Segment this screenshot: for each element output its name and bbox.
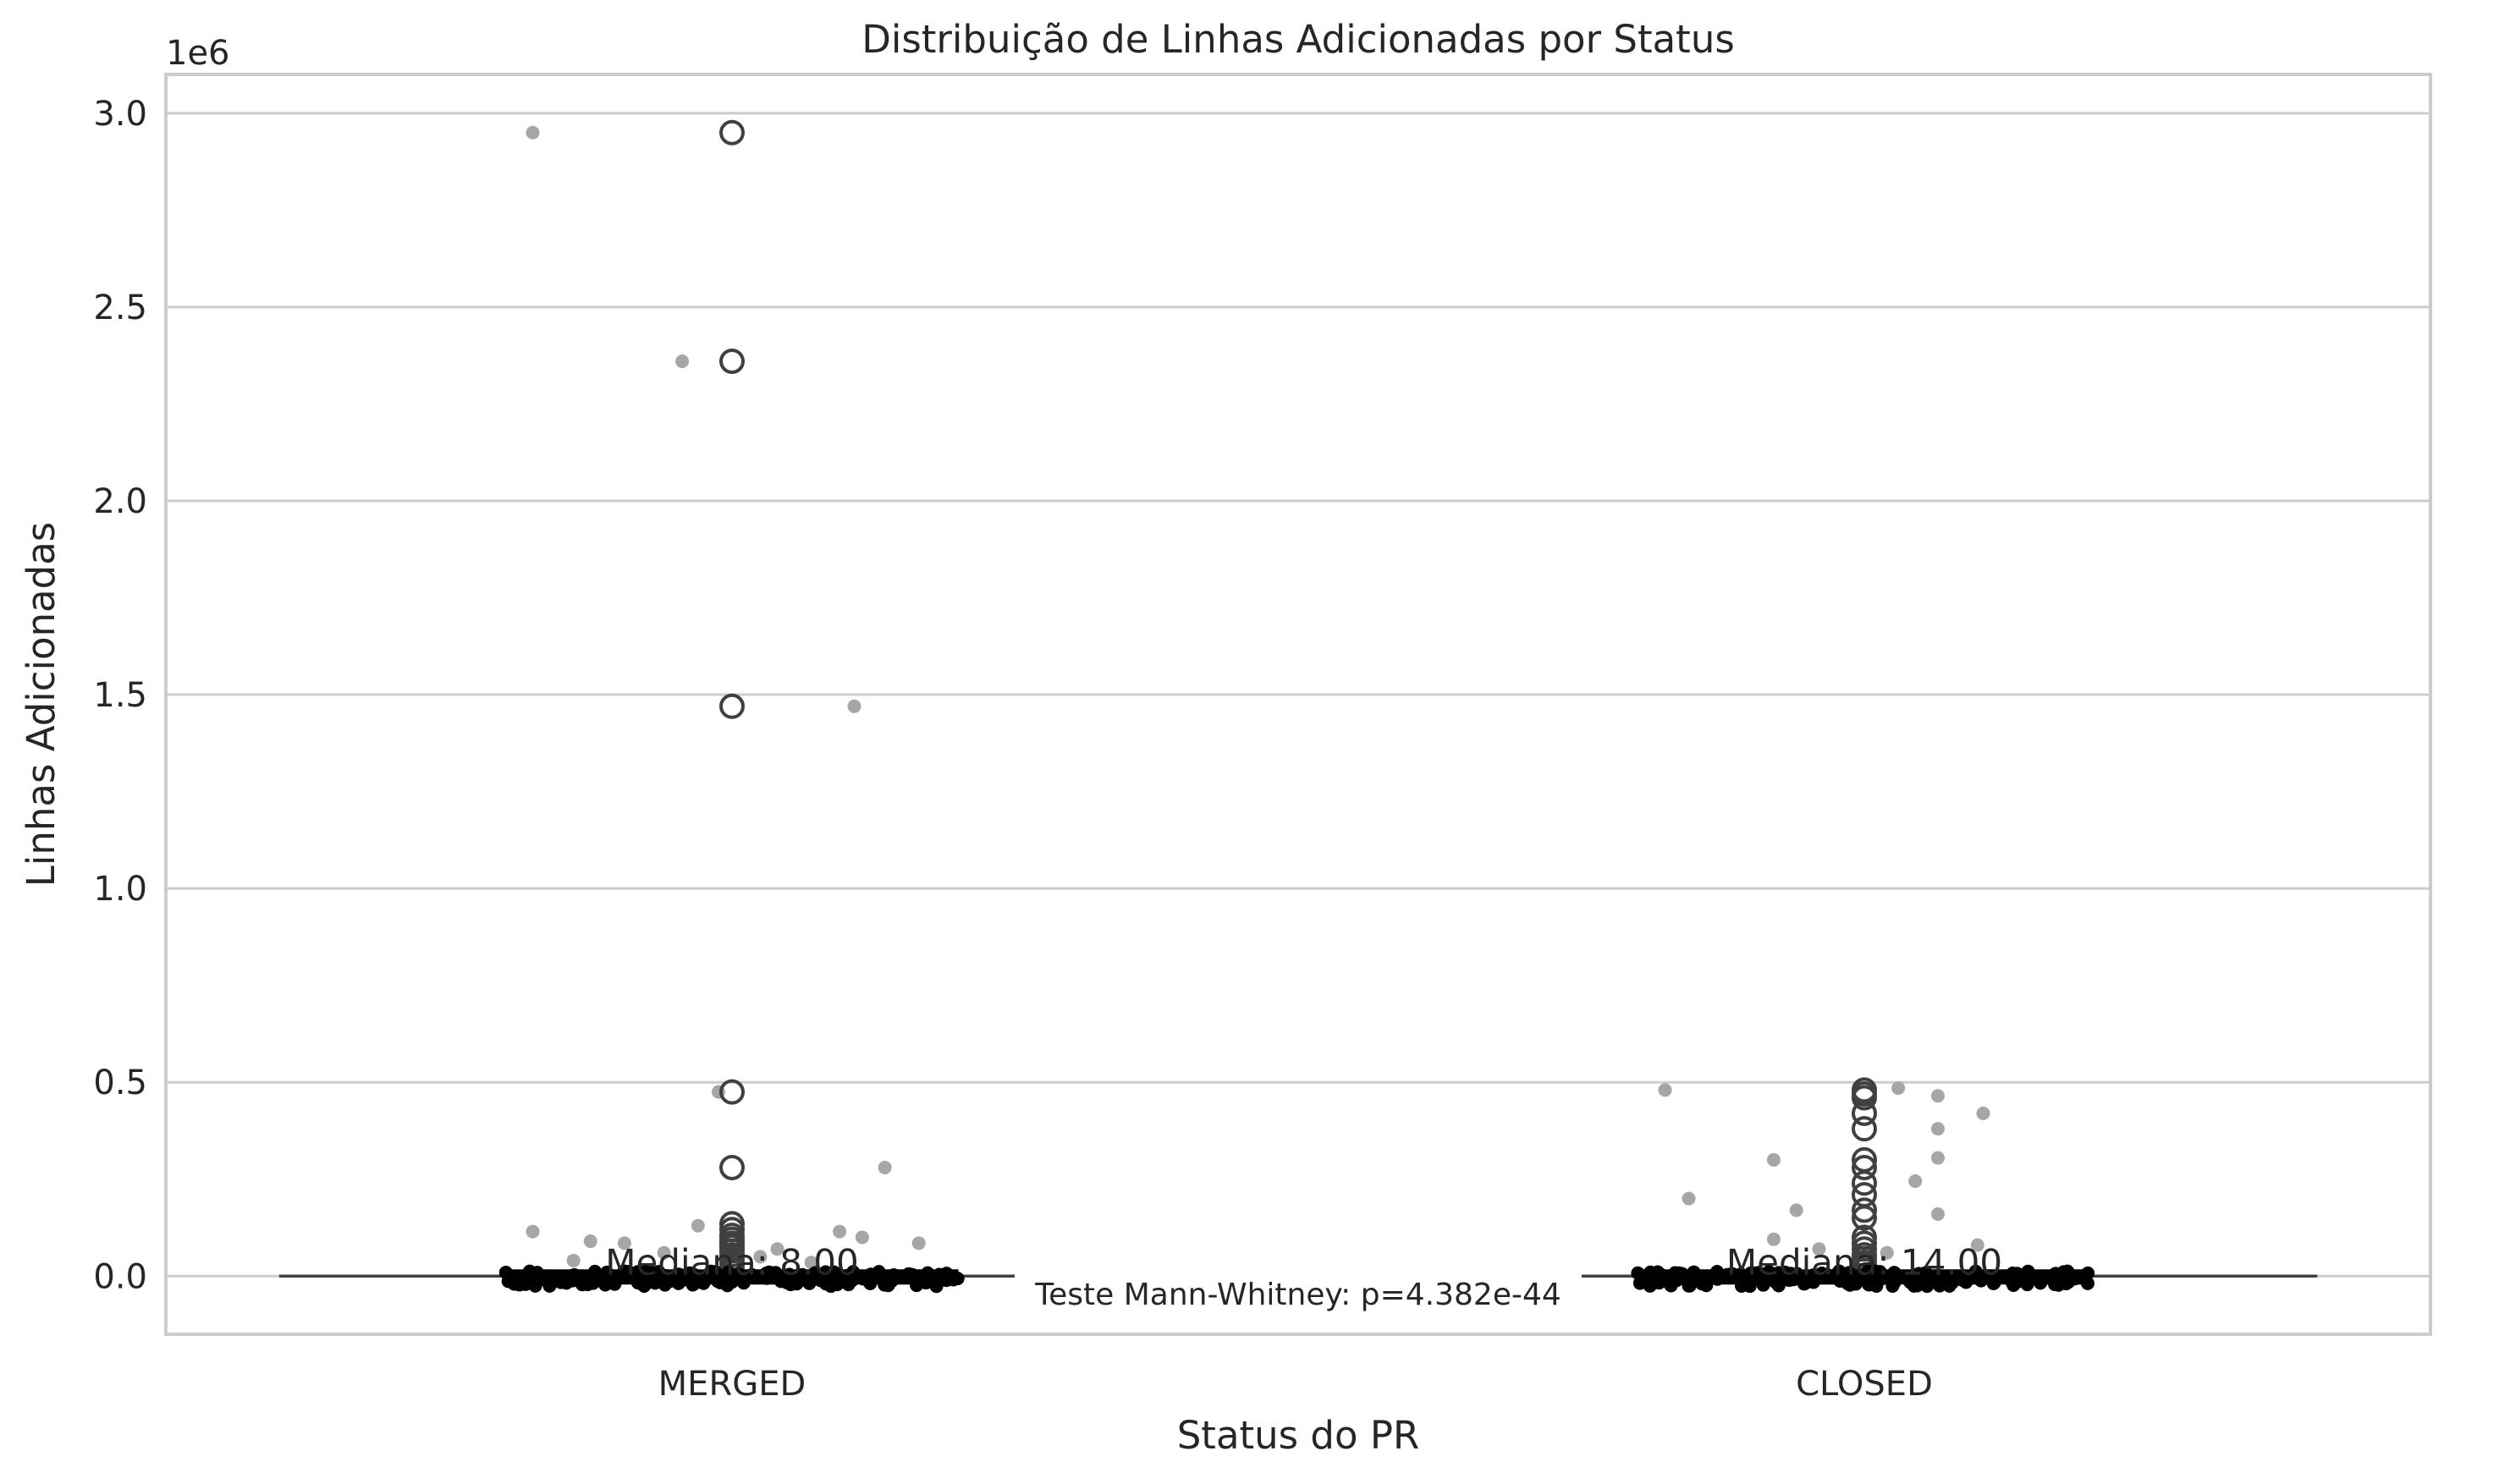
jitter-point	[583, 1234, 597, 1249]
jitter-point	[675, 355, 690, 369]
outlier-point	[719, 1154, 745, 1180]
y-tick-label: 2.0	[93, 482, 147, 521]
grid-lines	[166, 112, 2430, 1278]
jitter-point	[1976, 1106, 1990, 1120]
annotation-background	[1015, 1269, 1582, 1320]
plot-frame	[164, 73, 2432, 1336]
outlier-point	[1852, 1154, 1877, 1180]
annotation-box: Teste Mann-Whitney: p=4.382e-44	[1015, 1269, 1582, 1320]
y-tick-label: 0.5	[93, 1064, 147, 1102]
y-tick-label: 2.5	[93, 289, 147, 327]
y-axis-label: Linhas Adicionadas	[19, 522, 63, 887]
jitter-point	[617, 1236, 631, 1250]
jitter-point	[1970, 1238, 1984, 1252]
outlier-point	[1852, 1116, 1877, 1142]
x-tick-label: CLOSED	[1796, 1365, 1933, 1404]
jitter-point	[1891, 1081, 1906, 1096]
dense-points	[498, 1264, 2095, 1294]
dense-band	[1638, 1269, 2091, 1285]
median-labels: Mediana: 8.00 Mediana: 14.00	[605, 1241, 2002, 1283]
jitter-point	[657, 1245, 671, 1260]
outlier-point	[719, 1079, 745, 1105]
jitter-point	[770, 1242, 784, 1256]
jitter-point	[847, 699, 861, 713]
jitter-point	[1908, 1174, 1923, 1189]
jitter-point	[833, 1224, 847, 1239]
jitter-point	[1682, 1191, 1696, 1206]
jitter-point	[1766, 1232, 1781, 1246]
jitter-point	[1812, 1242, 1826, 1256]
y-tick-label: 1.5	[93, 676, 147, 715]
outlier-point	[1852, 1197, 1877, 1223]
jitter-point	[691, 1218, 705, 1233]
dense-band	[505, 1269, 959, 1285]
jitter-point	[526, 125, 540, 140]
annotation-text: Teste Mann-Whitney: p=4.382e-44	[1034, 1278, 1561, 1312]
y-tick-label: 3.0	[93, 95, 147, 134]
chart-title: Distribuição de Linhas Adicionadas por S…	[861, 17, 1735, 62]
jitter-point	[1930, 1089, 1945, 1103]
jitter-point	[1789, 1203, 1803, 1217]
jitter-point	[1658, 1083, 1672, 1097]
outlier-point	[1852, 1205, 1877, 1231]
y-tick-labels: 0.0 0.5 1.0 1.5 2.0 2.5 3.0	[93, 95, 147, 1296]
jitter-point	[855, 1230, 869, 1245]
x-tick-labels: MERGED CLOSED	[658, 1365, 1933, 1404]
jitter-point	[911, 1236, 926, 1250]
median-label: Mediana: 8.00	[605, 1241, 859, 1283]
y-axis-offset-label: 1e6	[166, 34, 230, 73]
jitter-point	[1930, 1122, 1945, 1136]
x-axis-label: Status do PR	[1177, 1413, 1420, 1458]
jitter-point	[804, 1256, 818, 1270]
outlier-point	[1852, 1100, 1877, 1126]
jitter-point	[566, 1253, 581, 1267]
jitter-point	[753, 1250, 768, 1264]
y-tick-label: 1.0	[93, 870, 147, 909]
outlier-point	[719, 349, 745, 375]
x-tick-label: MERGED	[658, 1365, 806, 1404]
jitter-point	[1930, 1206, 1945, 1221]
y-tick-label: 0.0	[93, 1257, 147, 1296]
outlier-markers	[719, 119, 1877, 1283]
median-label: Mediana: 14.00	[1726, 1241, 2002, 1283]
outlier-point	[1852, 1085, 1877, 1111]
outlier-point	[1852, 1170, 1877, 1196]
jitter-point	[526, 1224, 540, 1239]
jitter-point	[1880, 1245, 1894, 1260]
outlier-point	[719, 119, 745, 146]
jitter-point	[1930, 1151, 1945, 1165]
jitter-point	[1766, 1152, 1781, 1167]
jitter-point	[878, 1160, 892, 1174]
outlier-point	[719, 693, 745, 719]
jitter-points	[526, 125, 1990, 1270]
